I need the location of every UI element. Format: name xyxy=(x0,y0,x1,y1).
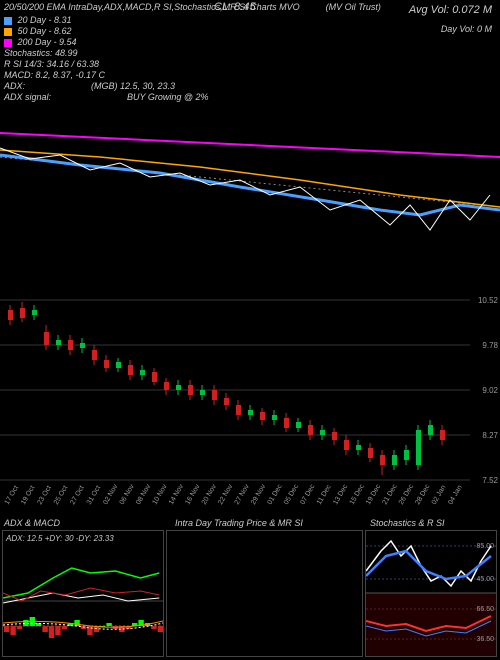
svg-text:9.02: 9.02 xyxy=(482,386,498,395)
ema20-text: 20 Day - 8.31 xyxy=(18,15,72,25)
avg-vol: Avg Vol: 0.072 M xyxy=(409,4,492,16)
svg-text:10 Nov: 10 Nov xyxy=(152,483,169,506)
macd-text: MACD: 8.2, 8.37, -0.17 C xyxy=(4,70,496,81)
mv-label: (MV Oil Trust) xyxy=(326,2,381,13)
svg-text:08 Nov: 08 Nov xyxy=(135,483,152,506)
svg-text:22 Nov: 22 Nov xyxy=(217,483,234,506)
svg-text:27 Nov: 27 Nov xyxy=(234,483,251,506)
svg-text:14 Nov: 14 Nov xyxy=(168,483,185,506)
svg-text:45.00: 45.00 xyxy=(476,576,494,583)
stoch-text: Stochastics: 48.99 xyxy=(4,48,496,59)
ema50-text: 50 Day - 8.62 xyxy=(18,26,72,36)
svg-text:11 Dec: 11 Dec xyxy=(316,483,333,506)
adx-signal-label: ADX signal: xyxy=(4,92,51,103)
intraday-panel xyxy=(166,530,363,657)
svg-text:26 Dec: 26 Dec xyxy=(398,483,415,506)
svg-text:29 Nov: 29 Nov xyxy=(250,483,267,506)
ema-chart xyxy=(0,115,500,275)
header-right: Avg Vol: 0.072 M Day Vol: 0 M xyxy=(409,4,492,34)
svg-text:27 Oct: 27 Oct xyxy=(69,485,85,506)
svg-text:07 Dec: 07 Dec xyxy=(299,483,316,506)
svg-text:13 Dec: 13 Dec xyxy=(332,483,349,506)
ema200-text: 200 Day - 9.54 xyxy=(18,37,77,47)
svg-text:01 Dec: 01 Dec xyxy=(267,483,284,506)
svg-text:02 Nov: 02 Nov xyxy=(102,483,119,506)
svg-text:15 Dec: 15 Dec xyxy=(349,483,366,506)
stoch-rsi-panel: 85.0045.0066.5036.50 xyxy=(365,530,497,657)
svg-text:28 Dec: 28 Dec xyxy=(414,483,431,506)
svg-text:02 Jan: 02 Jan xyxy=(431,484,448,506)
ema20-swatch xyxy=(4,17,12,25)
panel1-title: ADX & MACD xyxy=(4,518,60,528)
svg-text:05 Dec: 05 Dec xyxy=(283,483,300,506)
svg-text:7.52: 7.52 xyxy=(482,476,498,485)
svg-text:19 Dec: 19 Dec xyxy=(365,483,382,506)
close-label: CL: 8.45 xyxy=(214,2,256,13)
svg-text:19 Oct: 19 Oct xyxy=(20,485,36,506)
rsi-text: R SI 14/3: 34.16 / 63.38 xyxy=(4,59,496,70)
svg-text:66.50: 66.50 xyxy=(476,606,494,613)
svg-text:36.50: 36.50 xyxy=(476,636,494,643)
candle-chart: 10.529.789.028.277.5217 Oct19 Oct23 Oct2… xyxy=(0,290,500,515)
svg-text:9.78: 9.78 xyxy=(482,341,498,350)
ema200-swatch xyxy=(4,39,12,47)
adx-signal-value: BUY Growing @ 2% xyxy=(127,92,209,103)
adx-label: ADX: xyxy=(4,81,25,92)
svg-text:04 Jan: 04 Jan xyxy=(447,484,464,506)
svg-text:06 Nov: 06 Nov xyxy=(119,483,136,506)
ema50-swatch xyxy=(4,28,12,36)
svg-text:21 Dec: 21 Dec xyxy=(382,483,399,506)
svg-text:8.27: 8.27 xyxy=(482,431,498,440)
day-vol: Day Vol: 0 M xyxy=(409,24,492,34)
svg-text:31 Oct: 31 Oct xyxy=(86,485,102,506)
svg-text:25 Oct: 25 Oct xyxy=(53,485,69,506)
svg-text:20 Nov: 20 Nov xyxy=(201,483,218,506)
svg-text:10.52: 10.52 xyxy=(478,296,499,305)
panel2-title: Intra Day Trading Price & MR SI xyxy=(175,518,303,528)
svg-text:ADX: 12.5 +DY: 30 -DY: 23.33: ADX: 12.5 +DY: 30 -DY: 23.33 xyxy=(5,534,114,543)
adx-macd-panel: ADX: 12.5 +DY: 30 -DY: 23.33 xyxy=(2,530,164,657)
svg-text:23 Oct: 23 Oct xyxy=(37,485,53,506)
panel3-title: Stochastics & R SI xyxy=(370,518,445,528)
mgb-text: (MGB) 12.5, 30, 23.3 xyxy=(91,81,175,92)
svg-text:17 Oct: 17 Oct xyxy=(4,485,20,506)
svg-text:16 Nov: 16 Nov xyxy=(184,483,201,506)
